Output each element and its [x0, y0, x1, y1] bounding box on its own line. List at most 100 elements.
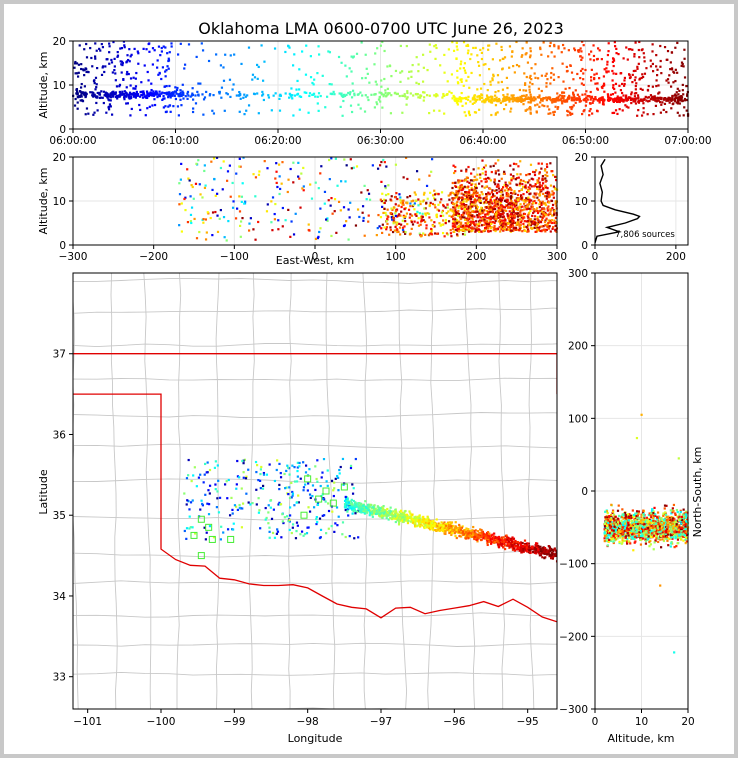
time-altitude-point — [473, 98, 476, 101]
ew-altitude-point — [537, 210, 540, 213]
time-altitude-point — [76, 92, 79, 95]
plan-view-point — [231, 508, 234, 512]
time-altitude-point — [477, 61, 480, 64]
ew-altitude-point — [466, 212, 469, 215]
time-altitude-point — [111, 91, 114, 94]
ew-altitude-point — [444, 221, 447, 225]
time-altitude-point — [530, 100, 533, 103]
time-altitude-point — [636, 65, 639, 68]
ew-altitude-point — [494, 229, 497, 233]
plan-view-point — [492, 537, 495, 540]
ew-altitude-point — [510, 177, 513, 180]
ew-altitude-point — [275, 181, 278, 185]
time-altitude-point — [340, 93, 343, 96]
ew-altitude-point — [249, 217, 252, 220]
ew-altitude-point — [491, 193, 495, 196]
ew-altitude-point — [362, 216, 365, 220]
ew-altitude-point — [391, 208, 394, 211]
time-altitude-point — [503, 107, 506, 111]
ew-altitude-point — [481, 193, 484, 196]
time-altitude-point — [464, 114, 467, 117]
time-altitude-point — [142, 92, 146, 95]
ew-altitude-point — [406, 177, 409, 181]
plan-view-point — [382, 514, 386, 517]
time-altitude-point — [524, 95, 527, 98]
time-altitude-point — [603, 68, 606, 71]
ew-altitude-point — [379, 216, 383, 219]
time-altitude-point — [675, 101, 678, 104]
time-altitude-point — [448, 90, 451, 93]
ew-altitude-point — [419, 200, 422, 203]
time-altitude-point — [460, 97, 463, 100]
time-altitude-point — [122, 78, 125, 81]
ew-altitude-point — [190, 206, 194, 209]
ew-altitude-point — [507, 188, 510, 191]
plan-view-point — [187, 474, 190, 477]
time-altitude-point — [512, 94, 515, 97]
plan-view-point — [265, 473, 269, 476]
time-altitude-point — [557, 76, 560, 79]
ew-altitude-point — [511, 215, 514, 218]
time-altitude-point — [647, 96, 651, 99]
ew-altitude-point — [409, 213, 412, 216]
ew-altitude-point — [460, 169, 463, 172]
ew-altitude-point — [238, 210, 242, 213]
time-altitude-point — [609, 98, 612, 102]
time-altitude-point — [623, 79, 626, 82]
ew-altitude-point — [297, 161, 300, 164]
ew-altitude-point — [471, 214, 474, 217]
time-altitude-point — [486, 96, 489, 99]
ew-altitude-point — [551, 206, 554, 210]
ew-altitude-point — [526, 230, 529, 233]
time-altitude-point — [452, 94, 455, 98]
ew-altitude-point — [319, 227, 322, 230]
ew-altitude-point — [482, 197, 485, 200]
plan-view-point — [519, 542, 522, 545]
ew-altitude-point — [506, 206, 510, 209]
plan-view-point — [353, 505, 356, 508]
ew-altitude-point — [513, 205, 516, 208]
time-altitude-point — [510, 107, 513, 110]
ew-altitude-point — [483, 209, 486, 212]
time-altitude-point — [235, 94, 238, 97]
time-altitude-point — [526, 61, 530, 64]
ew-altitude-point — [477, 196, 481, 199]
ew-altitude-point — [532, 185, 535, 188]
plan-view-point — [458, 535, 461, 538]
time-altitude-point — [611, 57, 615, 60]
time-altitude-point — [243, 113, 246, 116]
time-altitude-point — [638, 56, 641, 59]
time-altitude-point — [564, 100, 567, 103]
time-altitude-point — [552, 98, 555, 101]
ew-altitude-point — [517, 220, 520, 224]
time-altitude-point — [309, 55, 312, 58]
time-altitude-point — [636, 67, 639, 70]
plan-view-point — [418, 521, 421, 524]
time-altitude-point — [497, 90, 500, 93]
time-altitude-point — [518, 65, 521, 68]
ew-altitude-point — [434, 206, 437, 209]
time-altitude-point — [115, 94, 119, 98]
time-altitude-point — [357, 103, 360, 106]
time-altitude-y-label: Altitude, km — [37, 51, 50, 118]
time-altitude-point — [165, 85, 168, 88]
plan-view-point — [450, 533, 453, 536]
ew-altitude-point — [391, 218, 394, 221]
plan-view-point — [191, 499, 194, 502]
time-altitude-point — [596, 47, 600, 50]
plan-view-point — [269, 499, 273, 502]
ew-altitude-point — [222, 160, 225, 163]
county-line — [362, 273, 368, 709]
time-altitude-point — [680, 61, 684, 64]
plan-view-point — [542, 548, 545, 551]
time-altitude-point — [686, 93, 689, 96]
ew-altitude-point — [504, 199, 507, 202]
time-altitude-point — [590, 50, 593, 53]
time-altitude-point — [478, 94, 481, 98]
time-altitude-point — [643, 72, 647, 75]
time-altitude-point — [686, 94, 689, 97]
time-altitude-point — [455, 45, 458, 48]
time-altitude-point — [613, 98, 616, 101]
time-altitude-point — [432, 109, 436, 112]
time-altitude-point — [666, 78, 670, 81]
